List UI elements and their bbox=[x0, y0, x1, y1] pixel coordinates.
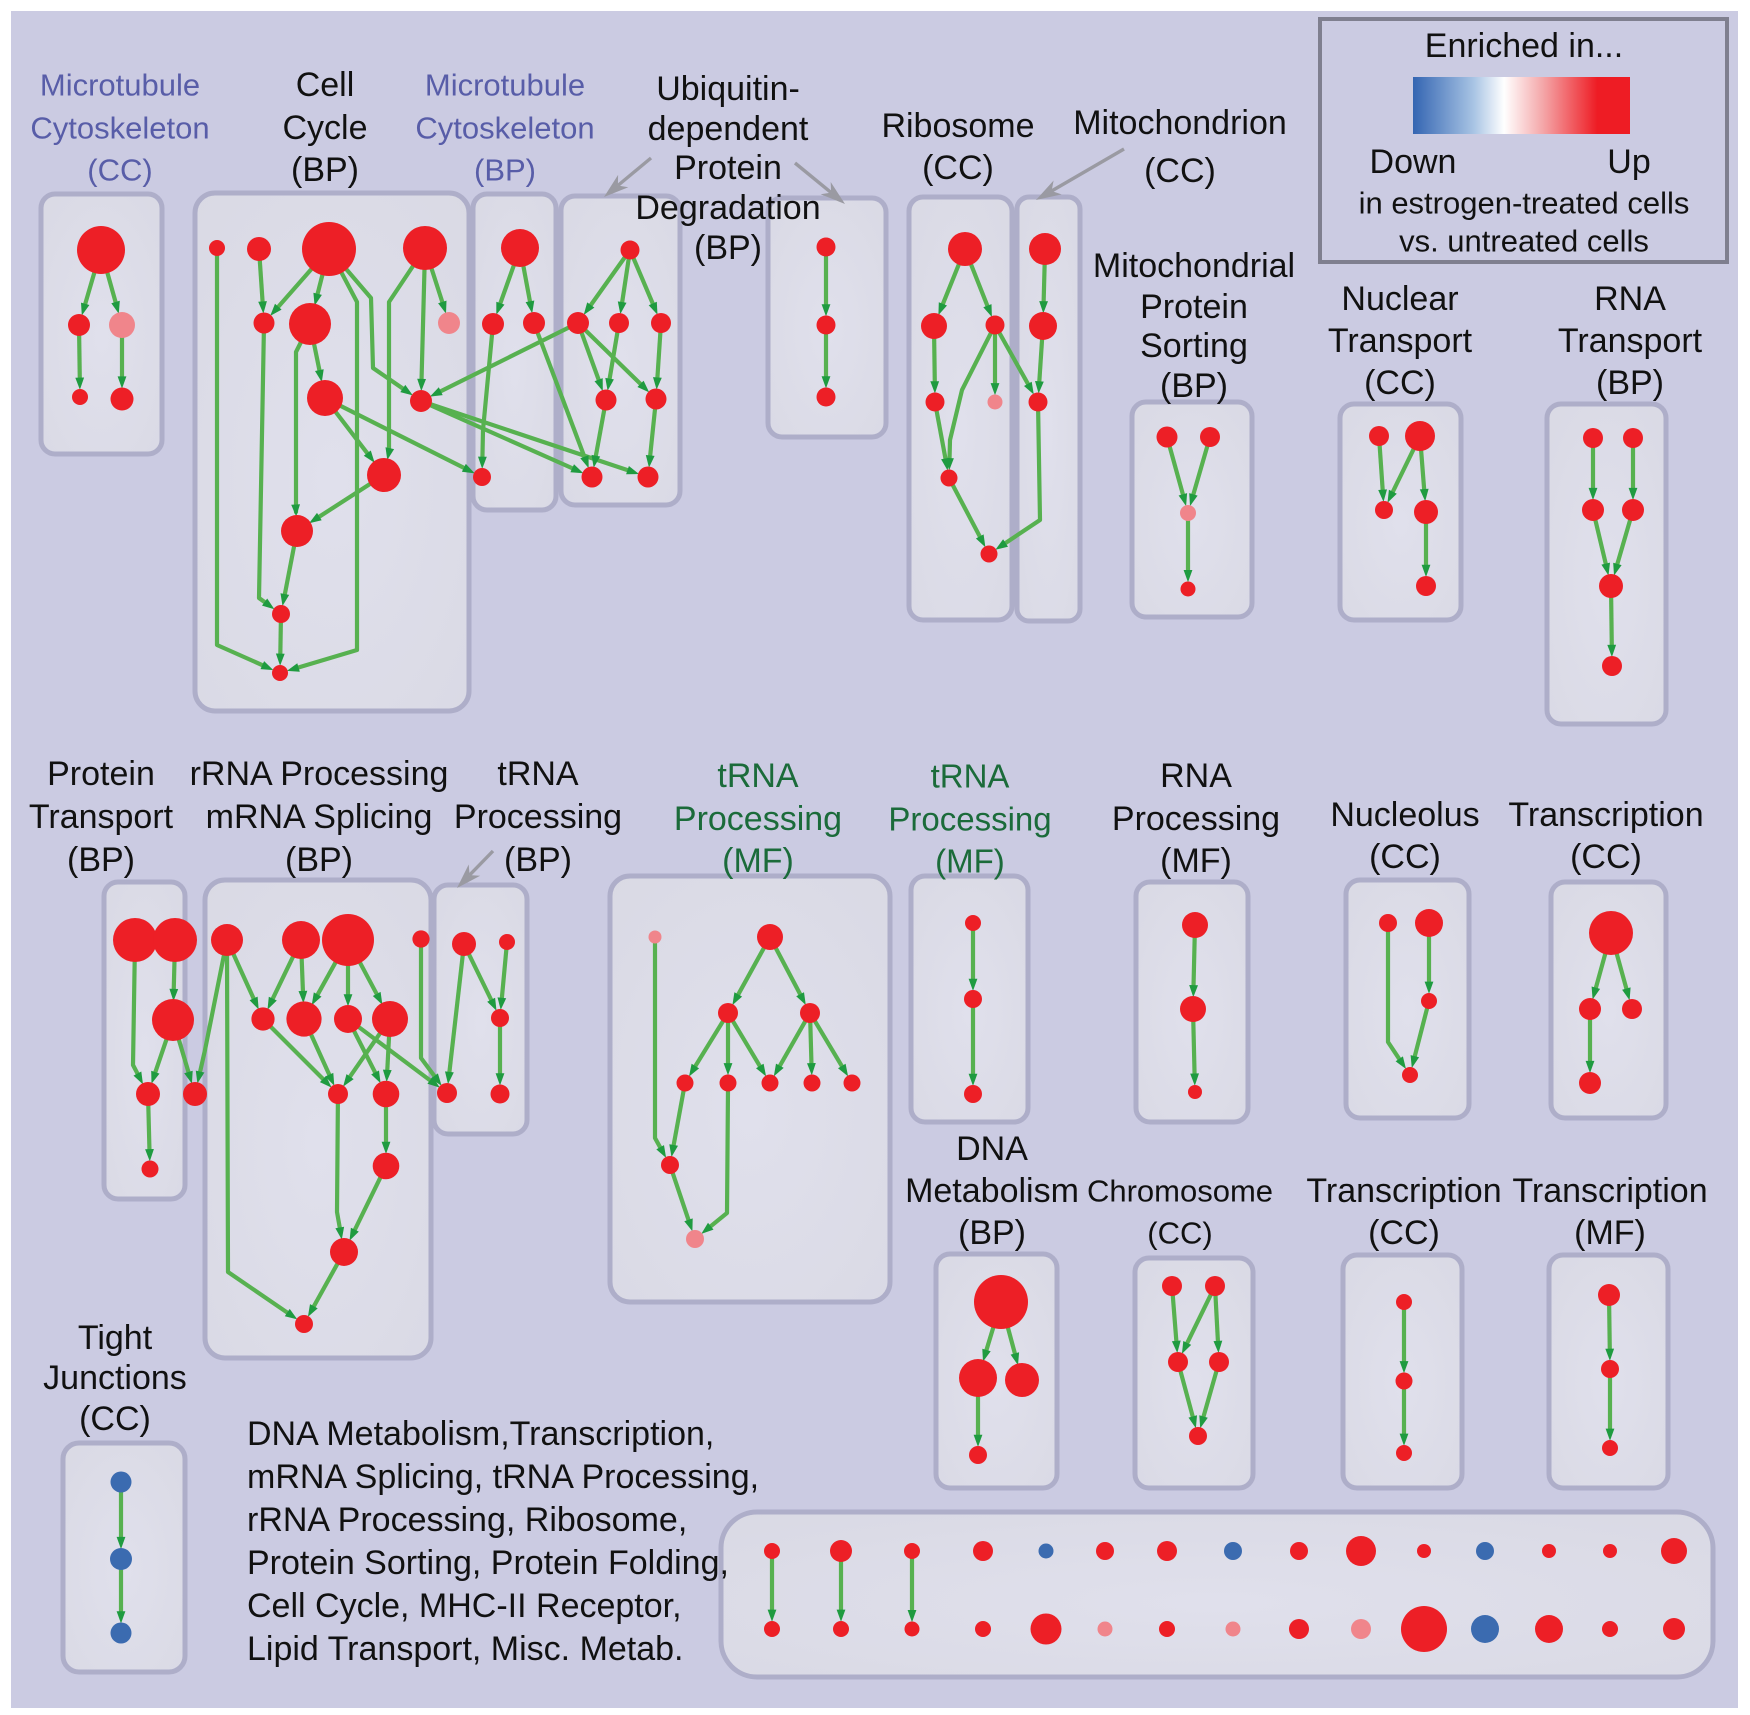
svg-text:(BP): (BP) bbox=[67, 841, 135, 879]
svg-text:Nuclear: Nuclear bbox=[1341, 280, 1458, 318]
svg-text:(BP): (BP) bbox=[694, 229, 762, 267]
svg-text:Mitochondrion: Mitochondrion bbox=[1073, 104, 1287, 142]
svg-text:Degradation: Degradation bbox=[635, 189, 820, 227]
svg-text:tRNA: tRNA bbox=[717, 757, 799, 795]
svg-text:Microtubule: Microtubule bbox=[40, 68, 200, 103]
svg-text:Processing: Processing bbox=[888, 801, 1051, 838]
svg-text:Transport: Transport bbox=[29, 798, 174, 836]
svg-text:(MF): (MF) bbox=[722, 842, 794, 880]
svg-text:Transcription: Transcription bbox=[1512, 1172, 1707, 1210]
svg-text:RNA: RNA bbox=[1594, 280, 1666, 318]
svg-text:Nucleolus: Nucleolus bbox=[1330, 796, 1479, 834]
svg-text:RNA: RNA bbox=[1160, 757, 1232, 795]
svg-text:rRNA Processing, Ribosome,: rRNA Processing, Ribosome, bbox=[247, 1501, 687, 1539]
svg-text:(CC): (CC) bbox=[1147, 1216, 1212, 1251]
svg-text:(MF): (MF) bbox=[935, 843, 1005, 880]
svg-text:(BP): (BP) bbox=[1596, 364, 1664, 402]
svg-text:Cytoskeleton: Cytoskeleton bbox=[30, 111, 209, 146]
svg-text:Ribosome: Ribosome bbox=[881, 107, 1034, 145]
svg-text:Junctions: Junctions bbox=[43, 1359, 187, 1397]
svg-text:(BP): (BP) bbox=[958, 1214, 1026, 1252]
svg-text:(CC): (CC) bbox=[1144, 152, 1216, 190]
svg-text:(CC): (CC) bbox=[87, 153, 152, 188]
svg-text:Protein Sorting, Protein Foldi: Protein Sorting, Protein Folding, bbox=[247, 1544, 729, 1582]
svg-text:mRNA Splicing, tRNA Processing: mRNA Splicing, tRNA Processing, bbox=[247, 1458, 759, 1496]
svg-text:Processing: Processing bbox=[1112, 800, 1280, 838]
svg-text:Ubiquitin-: Ubiquitin- bbox=[656, 70, 800, 108]
svg-text:dependent: dependent bbox=[648, 110, 809, 148]
svg-text:tRNA: tRNA bbox=[497, 755, 579, 793]
svg-text:Tight: Tight bbox=[78, 1319, 153, 1357]
svg-text:(CC): (CC) bbox=[1364, 364, 1436, 402]
svg-text:Processing: Processing bbox=[454, 798, 622, 836]
svg-text:Protein: Protein bbox=[674, 149, 782, 187]
svg-text:Metabolism: Metabolism bbox=[905, 1172, 1079, 1210]
svg-text:DNA: DNA bbox=[956, 1130, 1028, 1168]
svg-text:(BP): (BP) bbox=[285, 841, 353, 879]
svg-text:Cell Cycle, MHC-II Receptor,: Cell Cycle, MHC-II Receptor, bbox=[247, 1587, 682, 1625]
svg-text:DNA Metabolism,Transcription,: DNA Metabolism,Transcription, bbox=[247, 1415, 714, 1453]
svg-text:Transport: Transport bbox=[1328, 322, 1473, 360]
svg-text:Enriched in...: Enriched in... bbox=[1425, 27, 1623, 65]
svg-text:Microtubule: Microtubule bbox=[425, 68, 585, 103]
svg-text:Cell: Cell bbox=[296, 66, 355, 104]
svg-text:(BP): (BP) bbox=[1160, 367, 1228, 405]
svg-text:tRNA: tRNA bbox=[931, 758, 1010, 795]
svg-text:(CC): (CC) bbox=[79, 1400, 151, 1438]
svg-text:Protein: Protein bbox=[1140, 288, 1248, 326]
svg-text:(CC): (CC) bbox=[922, 149, 994, 187]
svg-text:Mitochondrial: Mitochondrial bbox=[1093, 247, 1295, 285]
svg-text:Transcription: Transcription bbox=[1306, 1172, 1501, 1210]
svg-text:Transcription: Transcription bbox=[1508, 796, 1703, 834]
svg-text:Cycle: Cycle bbox=[282, 109, 367, 147]
svg-text:(MF): (MF) bbox=[1574, 1214, 1646, 1252]
svg-text:Cytoskeleton: Cytoskeleton bbox=[415, 111, 594, 146]
svg-text:Transport: Transport bbox=[1558, 322, 1703, 360]
svg-text:Protein: Protein bbox=[47, 755, 155, 793]
svg-text:Up: Up bbox=[1607, 143, 1650, 181]
svg-text:Down: Down bbox=[1370, 143, 1457, 181]
svg-text:(CC): (CC) bbox=[1570, 838, 1642, 876]
svg-text:(BP): (BP) bbox=[504, 841, 572, 879]
svg-text:Lipid Transport, Misc. Metab.: Lipid Transport, Misc. Metab. bbox=[247, 1630, 684, 1668]
svg-text:Processing: Processing bbox=[674, 800, 842, 838]
svg-text:(BP): (BP) bbox=[291, 151, 359, 189]
svg-text:(CC): (CC) bbox=[1369, 838, 1441, 876]
svg-text:(BP): (BP) bbox=[474, 153, 536, 188]
svg-text:mRNA Splicing: mRNA Splicing bbox=[206, 798, 433, 836]
svg-text:rRNA Processing: rRNA Processing bbox=[190, 755, 449, 793]
svg-text:(CC): (CC) bbox=[1368, 1214, 1440, 1252]
svg-text:in estrogen-treated cells: in estrogen-treated cells bbox=[1359, 186, 1690, 221]
svg-text:(MF): (MF) bbox=[1160, 842, 1232, 880]
svg-text:Sorting: Sorting bbox=[1140, 327, 1248, 365]
svg-text:Chromosome: Chromosome bbox=[1087, 1174, 1273, 1209]
svg-text:vs. untreated cells: vs. untreated cells bbox=[1399, 224, 1649, 259]
